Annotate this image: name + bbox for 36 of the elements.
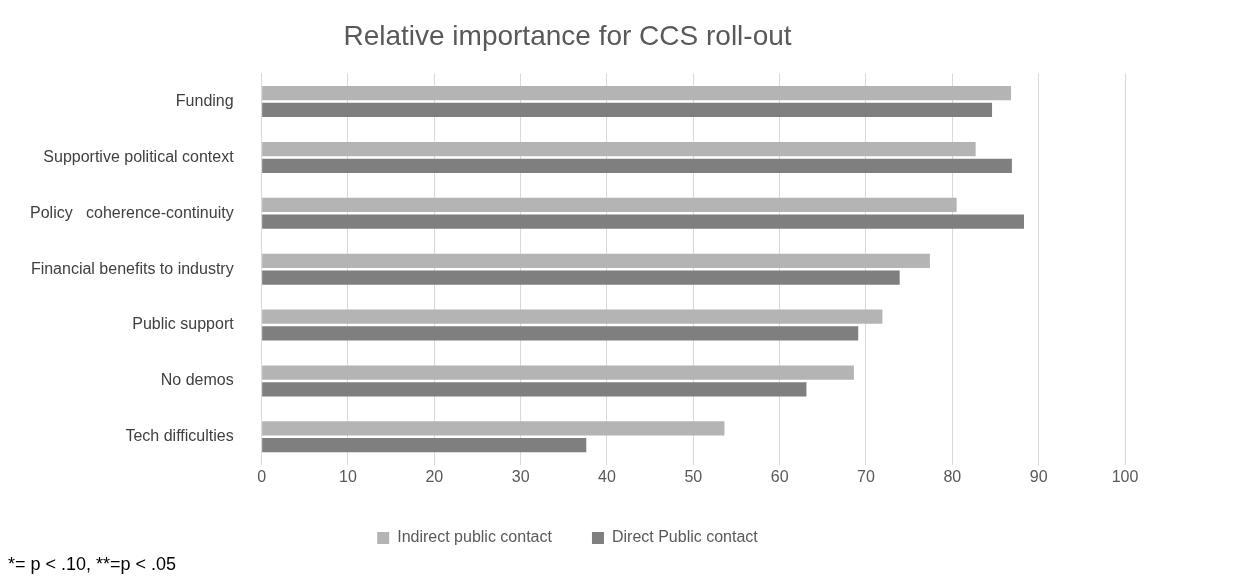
y-tick-label: Financial benefits to industry <box>30 259 234 277</box>
x-tick-label: 40 <box>598 467 616 485</box>
chart-title: Relative importance for CCS roll-out <box>343 19 792 51</box>
bar <box>262 158 1012 173</box>
bar <box>262 197 957 213</box>
y-tick-label: Policy coherence-continuity <box>30 203 234 221</box>
bar <box>262 102 993 118</box>
bar <box>262 270 900 285</box>
legend-label: Indirect public contact <box>397 528 553 546</box>
bar <box>262 309 883 324</box>
y-tick-label: Tech difficulties <box>125 427 234 445</box>
y-tick-label: Supportive political context <box>43 147 235 165</box>
bar <box>262 326 859 341</box>
bar <box>262 421 725 436</box>
x-tick-label: 30 <box>511 467 530 485</box>
y-tick-label: Funding <box>175 91 234 109</box>
bar <box>262 141 976 157</box>
x-tick-label: 100 <box>1111 467 1139 485</box>
bar <box>262 382 807 397</box>
x-tick-label: 10 <box>339 467 357 485</box>
bar <box>262 86 1012 101</box>
legend-label: Direct Public contact <box>611 528 759 546</box>
y-tick-label: Public support <box>132 315 235 333</box>
y-tick-label: No demos <box>160 371 234 389</box>
bar <box>262 438 587 453</box>
bar <box>262 365 854 380</box>
x-tick-label: 80 <box>943 467 962 485</box>
x-tick-label: 20 <box>425 467 444 485</box>
bar <box>262 214 1024 229</box>
x-tick-label: 0 <box>257 467 267 485</box>
x-tick-label: 60 <box>770 467 789 485</box>
x-tick-label: 90 <box>1029 467 1048 485</box>
bar <box>262 253 930 268</box>
text: *= p < .10, **=p < .05 <box>8 554 177 575</box>
x-tick-label: 50 <box>684 467 703 485</box>
x-tick-label: 70 <box>857 467 875 485</box>
